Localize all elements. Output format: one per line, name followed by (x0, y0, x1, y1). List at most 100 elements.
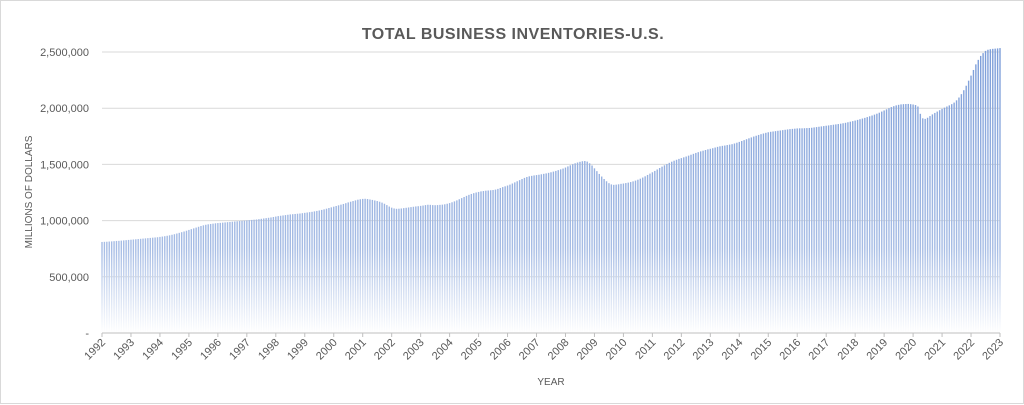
bar (506, 185, 509, 333)
bar (847, 122, 849, 333)
bar (460, 198, 463, 333)
bar (279, 215, 282, 333)
bar (881, 111, 883, 333)
bar (253, 219, 255, 333)
bar (465, 195, 468, 333)
bar (376, 201, 378, 333)
bar (600, 176, 603, 333)
bar (738, 141, 740, 333)
bar (562, 168, 564, 333)
bar (185, 230, 188, 333)
bar (277, 216, 279, 333)
x-tick-label: 2009 (575, 337, 601, 363)
bar (294, 213, 296, 333)
bar (441, 204, 444, 333)
bar (267, 217, 270, 333)
bar (972, 69, 975, 333)
bar (871, 115, 873, 333)
bar (883, 110, 885, 333)
x-tick-label: 1994 (140, 337, 166, 363)
bar (893, 106, 895, 334)
bar (166, 235, 168, 333)
bar (407, 207, 410, 333)
bar (514, 182, 516, 333)
bar (936, 111, 938, 333)
bar (453, 201, 456, 333)
bar (371, 199, 374, 333)
bar (581, 161, 584, 333)
bar (320, 209, 323, 333)
bar (728, 144, 731, 333)
bar (902, 104, 905, 334)
bar (791, 128, 794, 333)
bar (716, 146, 719, 333)
bar (132, 239, 135, 333)
bar (209, 223, 212, 333)
x-axis-title: YEAR (537, 377, 564, 388)
bar (753, 136, 755, 333)
bar (151, 237, 154, 333)
x-tick-label: 2013 (691, 337, 717, 363)
bar (347, 202, 349, 333)
bar (147, 238, 149, 333)
bar (287, 214, 289, 333)
bar (473, 193, 475, 333)
bar (137, 239, 139, 333)
bar (448, 203, 451, 333)
bar (736, 142, 738, 333)
bar (992, 48, 994, 333)
bar (627, 182, 629, 333)
bar (106, 241, 108, 333)
bar (410, 207, 412, 333)
bar (943, 107, 946, 333)
bar (248, 220, 250, 333)
bar (922, 118, 924, 333)
bar (250, 219, 253, 333)
bar (926, 117, 929, 333)
bar (593, 168, 596, 333)
bar (173, 234, 176, 333)
bar (977, 59, 979, 334)
bar (200, 226, 202, 333)
bar (917, 106, 919, 333)
bar (304, 212, 306, 333)
bar (415, 206, 417, 333)
bar (168, 235, 171, 333)
x-tick-label: 2017 (807, 337, 833, 363)
bars (101, 48, 1001, 334)
bar (832, 124, 835, 333)
bar (963, 90, 965, 333)
bar (813, 127, 815, 333)
bar (120, 240, 123, 333)
x-tick-label: 2022 (951, 337, 977, 363)
x-tick-label: 2005 (459, 337, 485, 363)
bar (699, 151, 702, 333)
bar (702, 150, 704, 333)
bar (656, 169, 658, 333)
bar (337, 205, 340, 333)
bar (951, 104, 953, 334)
x-tick-label: 2016 (778, 337, 804, 363)
bar (642, 177, 644, 333)
bar (345, 203, 347, 333)
bar (393, 208, 395, 333)
bar (830, 125, 832, 333)
bar (289, 214, 291, 333)
bar (644, 176, 646, 333)
bar (246, 220, 248, 333)
y-axis-title: MILLIONS OF DOLLARS (24, 135, 35, 248)
bar (555, 170, 557, 333)
bar (205, 224, 207, 333)
bar (193, 228, 195, 333)
bar (284, 215, 287, 333)
x-tick-label: 1999 (285, 337, 311, 363)
bar (296, 213, 299, 333)
bar (265, 218, 267, 333)
x-tick-label: 2020 (893, 337, 919, 363)
bar (741, 141, 743, 333)
bar (779, 130, 782, 333)
bar (364, 198, 366, 333)
bar (692, 153, 695, 333)
bar (176, 233, 178, 333)
